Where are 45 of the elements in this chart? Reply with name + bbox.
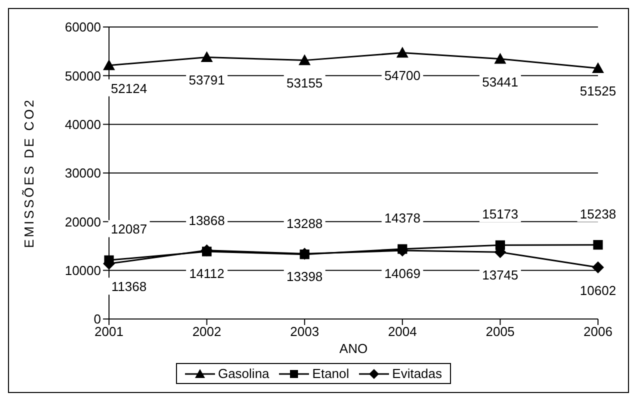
data-label: 52124: [110, 80, 148, 96]
point: [103, 59, 115, 70]
y-tick-label: 50000: [64, 68, 101, 84]
data-label: 53441: [482, 74, 518, 90]
legend-label: Gasolina: [216, 366, 270, 381]
data-label: 51525: [580, 84, 616, 99]
data-label: 54700: [384, 68, 420, 84]
y-tick-label: 10000: [64, 262, 101, 278]
data-label: 15173: [482, 206, 518, 222]
x-tick-label: 2005: [486, 324, 515, 340]
data-label: 14378: [384, 210, 420, 226]
data-label: 15238: [580, 206, 616, 222]
data-label: 13868: [188, 212, 225, 228]
x-tick-label: 2001: [94, 324, 124, 340]
point: [298, 54, 311, 66]
x-tick-label: 2003: [290, 324, 320, 340]
point: [200, 51, 213, 62]
y-tick-label: 60000: [64, 20, 101, 35]
point: [593, 240, 603, 250]
data-label: 53791: [188, 72, 225, 88]
data-label: 11368: [111, 279, 147, 294]
legend-label: Etanol: [311, 366, 350, 381]
data-label: 53155: [286, 76, 323, 91]
x-tick-label: 2004: [388, 324, 417, 340]
point: [494, 52, 506, 64]
point: [396, 46, 408, 58]
y-tick-label: 20000: [64, 214, 101, 230]
x-tick-label: 2006: [584, 324, 612, 340]
y-tick-label: 30000: [64, 166, 101, 181]
data-label: 14069: [384, 266, 420, 281]
point: [200, 244, 213, 256]
x-axis-title: ANO: [339, 341, 368, 356]
point: [592, 62, 604, 74]
data-label: 13745: [482, 268, 518, 283]
data-label: 10602: [580, 282, 616, 298]
data-label: 12087: [110, 222, 148, 237]
point: [592, 261, 604, 274]
data-label: 14112: [189, 266, 224, 281]
data-label: 13398: [286, 269, 323, 284]
y-axis-title: EMISSÕES DE CO2: [22, 98, 37, 248]
y-tick-label: 0: [94, 312, 101, 327]
x-tick-label: 2002: [192, 324, 222, 340]
data-label: 13288: [286, 216, 323, 231]
legend-label: Evitadas: [391, 366, 442, 381]
y-tick-label: 40000: [64, 116, 101, 132]
